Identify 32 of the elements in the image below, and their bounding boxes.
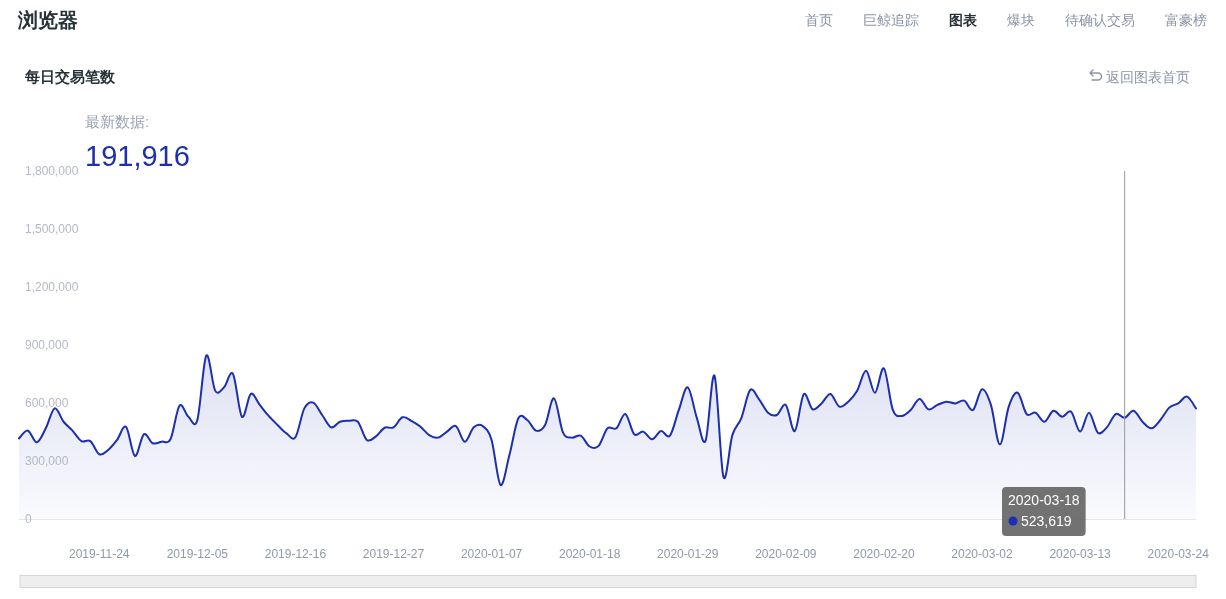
x-tick-label: 2020-02-09 [755, 547, 817, 561]
text: 首页 [805, 12, 833, 28]
x-tick-label: 2019-12-05 [166, 547, 229, 561]
text: 爆块 [1007, 12, 1035, 28]
tooltip: 2020-03-18 523,619 [1002, 487, 1086, 536]
y-tick-label: 1,200,000 [25, 280, 79, 294]
text: 图表 [949, 12, 978, 28]
x-tick-label: 2020-03-02 [951, 547, 1014, 561]
text: 最新数据: [85, 113, 150, 130]
x-tick-label: 2020-03-24 [1147, 547, 1210, 561]
x-tick-label: 2020-02-20 [853, 547, 915, 561]
y-tick-label: 300,000 [25, 454, 69, 468]
y-tick-label: 600,000 [25, 396, 69, 410]
x-tick-label: 2020-01-18 [558, 547, 621, 561]
annotation: 191,916 [85, 140, 190, 172]
text: 富豪榜 [1165, 12, 1207, 28]
text: 浏览器 [17, 9, 78, 31]
y-tick-label: 900,000 [25, 338, 69, 352]
x-tick-label: 2020-01-29 [657, 547, 719, 561]
annotation: 2020-03-18 523,619 [1008, 492, 1080, 529]
x-tick-label: 2019-12-16 [264, 547, 327, 561]
x-tick-label: 2020-03-13 [1049, 547, 1112, 561]
text: 巨鲸追踪 [863, 12, 919, 28]
y-tick-label: 0 [25, 512, 32, 526]
y-tick-label: 1,800,000 [25, 164, 79, 178]
x-tick-label: 2019-12-27 [362, 547, 425, 561]
text: 返回图表首页 [1106, 69, 1190, 85]
chart-title: 每日交易笔数 [24, 68, 116, 85]
text: 待确认交易 [1065, 12, 1135, 28]
x-tick-label: 2019-11-24 [69, 547, 130, 561]
y-tick-label: 1,500,000 [25, 222, 79, 236]
x-tick-label: 2020-01-07 [460, 547, 523, 561]
